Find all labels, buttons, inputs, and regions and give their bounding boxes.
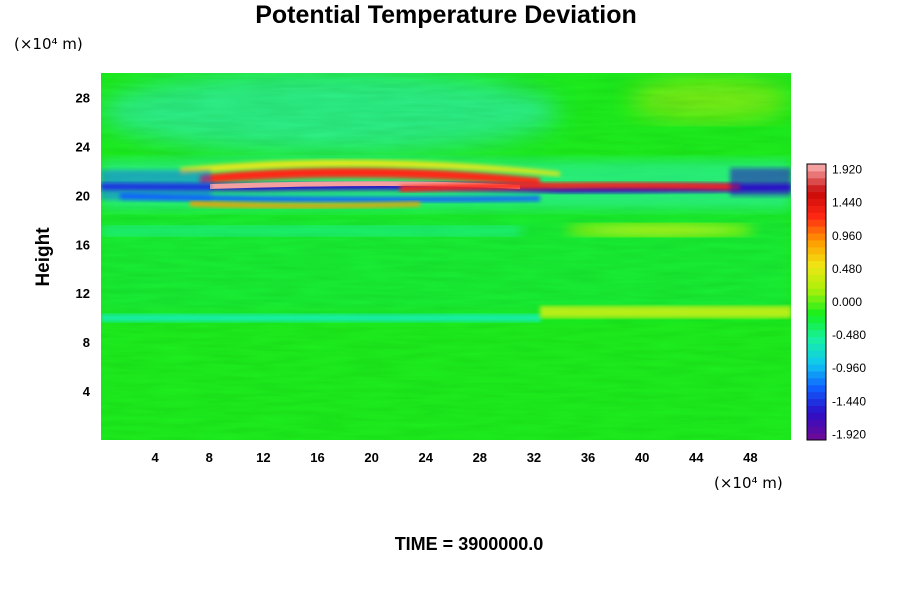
colorbar-step — [807, 377, 826, 386]
x-tick-label: 4 — [152, 450, 160, 465]
colorbar-step — [807, 246, 826, 255]
main-band-left-stripes — [101, 170, 211, 200]
colorbar-step — [807, 219, 826, 227]
main-band-pink-core — [210, 181, 520, 189]
main-band-right-stripes — [730, 168, 791, 196]
colorbar-step — [807, 205, 826, 213]
chart-title: Potential Temperature Deviation — [255, 1, 637, 29]
main-band-cold-lower — [120, 193, 540, 203]
colorbar-step — [807, 412, 826, 420]
colorbar-step — [807, 391, 826, 400]
colorbar-step — [807, 343, 826, 351]
y-tick-label: 28 — [76, 90, 90, 105]
main-band-yellow-upper — [180, 159, 560, 176]
heatmap-plot-area — [101, 73, 791, 440]
colorbar-step — [807, 260, 826, 268]
y-ticks: 4 8 12 16 20 24 28 — [76, 90, 91, 399]
main-band-warm-lower — [400, 182, 740, 192]
band-10-cool — [101, 314, 541, 322]
colorbar-step — [807, 233, 826, 241]
colorbar-tick-label: -1.440 — [832, 394, 866, 408]
colorbar-step — [807, 170, 826, 179]
x-tick-label: 24 — [418, 450, 433, 465]
band-17-warm — [565, 224, 755, 236]
colorbar-step — [807, 302, 826, 310]
colorbar-step — [807, 164, 826, 172]
x-tick-label: 28 — [473, 450, 487, 465]
y-axis-label: Height — [33, 227, 54, 287]
colorbar: 1.920 1.440 0.960 0.480 0.000 -0.480 -0.960 -1.… — [806, 163, 866, 441]
colorbar-step — [807, 433, 826, 441]
time-label: TIME = 3900000.0 — [395, 534, 544, 554]
colorbar-step — [807, 295, 826, 303]
x-unit-label: (×10⁴ m) — [714, 474, 783, 492]
colorbar-step — [807, 364, 826, 372]
colorbar-frame — [806, 163, 827, 441]
colorbar-step — [807, 350, 826, 358]
colorbar-step — [807, 274, 826, 282]
x-tick-label: 8 — [206, 450, 213, 465]
colorbar-step — [807, 253, 826, 262]
colorbar-step — [807, 426, 826, 434]
y-unit-label: (×10⁴ m) — [14, 35, 83, 53]
colorbar-step — [807, 384, 826, 393]
colorbar-tick-label: 0.480 — [832, 262, 862, 276]
x-tick-label: 32 — [527, 450, 541, 465]
band-10-warm — [540, 306, 791, 318]
colorbar-step — [807, 371, 826, 379]
colorbar-step — [807, 198, 826, 206]
colorbar-step — [807, 419, 826, 427]
y-tick-label: 8 — [83, 335, 90, 350]
colorbar-step — [807, 191, 826, 199]
colorbar-step — [807, 315, 826, 324]
colorbar-tick-label: 1.920 — [832, 163, 862, 177]
colorbar-step — [807, 239, 826, 248]
colorbar-tick-label: -0.960 — [832, 361, 866, 375]
colorbar-tick-label: -1.920 — [832, 427, 866, 441]
colorbar-step — [807, 357, 826, 365]
colorbar-tick-label: 1.440 — [832, 196, 862, 210]
colorbar-step — [807, 336, 826, 344]
y-tick-label: 12 — [76, 286, 90, 301]
x-tick-label: 16 — [310, 450, 324, 465]
y-tick-label: 24 — [76, 139, 91, 154]
x-tick-label: 40 — [635, 450, 649, 465]
colorbar-step — [807, 177, 826, 186]
x-tick-label: 44 — [689, 450, 704, 465]
colorbar-step — [807, 226, 826, 234]
main-band-warm-upper — [200, 167, 540, 186]
x-ticks: 4 8 12 16 20 24 28 32 36 40 44 48 — [152, 450, 758, 465]
colorbar-step — [807, 281, 826, 289]
x-tick-label: 20 — [364, 450, 378, 465]
colorbar-step — [807, 405, 826, 413]
main-band-orange-lower — [190, 201, 420, 208]
x-tick-label: 36 — [581, 450, 595, 465]
x-tick-label: 48 — [743, 450, 757, 465]
y-tick-label: 16 — [76, 237, 90, 252]
colorbar-tick-label: -0.480 — [832, 328, 866, 342]
colorbar-step — [807, 267, 826, 275]
colorbar-step — [807, 212, 826, 220]
colorbar-step — [807, 329, 826, 337]
band-17-cool — [101, 226, 521, 236]
y-tick-label: 20 — [76, 188, 90, 203]
colorbar-step — [807, 398, 826, 406]
colorbar-step — [807, 308, 826, 317]
colorbar-step — [807, 184, 826, 193]
y-tick-label: 4 — [83, 384, 91, 399]
colorbar-tick-label: 0.000 — [832, 295, 862, 309]
noise-layer — [101, 73, 791, 440]
colorbar-tick-label: 0.960 — [832, 229, 862, 243]
x-tick-label: 12 — [256, 450, 270, 465]
colorbar-step — [807, 288, 826, 296]
colorbar-step — [807, 322, 826, 331]
